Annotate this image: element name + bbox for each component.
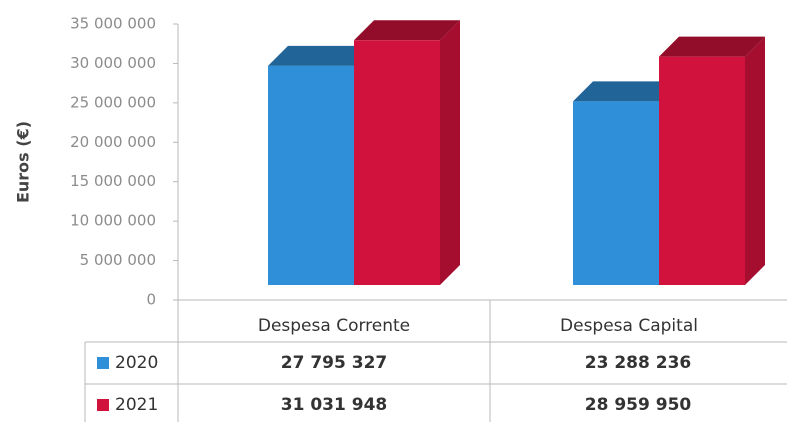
- bar-front: [659, 56, 745, 285]
- y-tick-label: 30 000 000: [70, 54, 156, 72]
- bar-top: [354, 20, 460, 41]
- bar-side: [440, 20, 460, 285]
- bar-top: [268, 45, 374, 66]
- legend-swatch: [97, 399, 109, 411]
- y-tick-label: 35 000 000: [70, 15, 156, 33]
- bar-front: [268, 65, 354, 285]
- y-tick-label: 20 000 000: [70, 133, 156, 151]
- y-tick-label: 0: [146, 291, 156, 309]
- y-axis-label: Euros (€): [14, 121, 33, 203]
- x-tick-label: Despesa Capital: [560, 316, 698, 336]
- y-tick-label: 15 000 000: [70, 172, 156, 190]
- value-label: 23 288 236: [585, 353, 691, 373]
- bar-front: [573, 101, 659, 285]
- bar: [659, 36, 765, 285]
- x-tick-label: Despesa Corrente: [258, 316, 410, 336]
- y-tick-label: 25 000 000: [70, 93, 156, 111]
- bar-side: [745, 36, 765, 285]
- bar: [354, 20, 460, 285]
- value-label: 27 795 327: [281, 353, 387, 373]
- y-tick-label: 10 000 000: [70, 212, 156, 230]
- value-label: 28 959 950: [585, 395, 692, 415]
- y-tick-label: 5 000 000: [80, 251, 156, 269]
- bar-top: [573, 81, 679, 102]
- legend-label: 2020: [115, 353, 158, 373]
- value-label: 31 031 948: [281, 395, 387, 415]
- legend-label: 2021: [115, 395, 158, 415]
- bar-front: [354, 40, 440, 285]
- bar-top: [659, 36, 765, 57]
- legend-swatch: [97, 357, 109, 369]
